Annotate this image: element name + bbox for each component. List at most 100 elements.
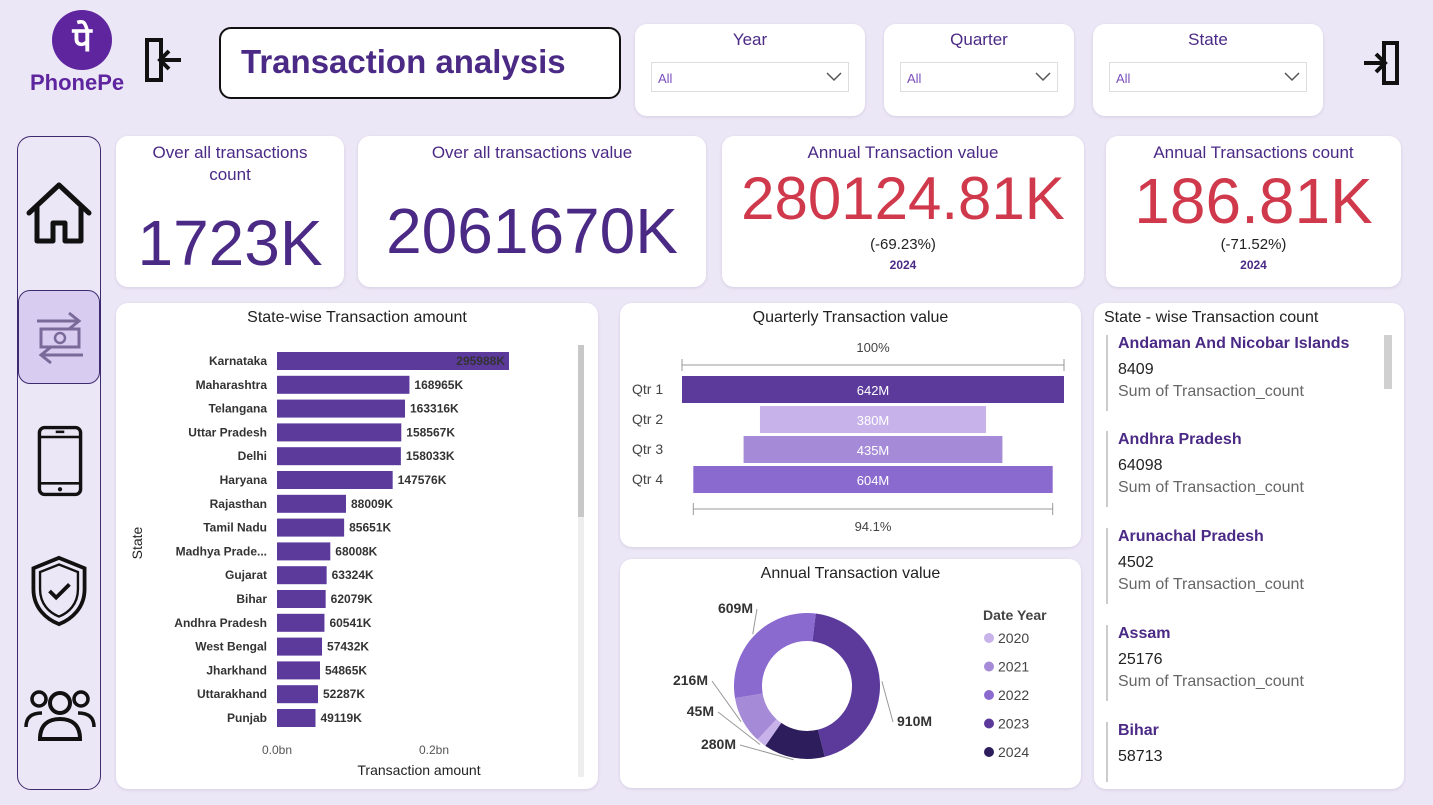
bar-data-label: 295988K bbox=[456, 354, 505, 368]
bar-data-label: 147576K bbox=[398, 473, 447, 487]
state-count-title: State - wise Transaction count bbox=[1104, 309, 1319, 326]
kpi-count-label-line1: Over all transactions bbox=[152, 143, 308, 162]
legend-marker bbox=[984, 633, 994, 643]
kpi-annual-value-year: 2024 bbox=[889, 258, 917, 272]
bar-category-label: Gujarat bbox=[225, 568, 267, 582]
bar bbox=[277, 375, 410, 394]
kpi-count-value: 1723K bbox=[137, 207, 323, 279]
users-icon[interactable] bbox=[24, 677, 96, 749]
donut-leader-line bbox=[711, 680, 742, 722]
list-item-state: Bihar bbox=[1118, 722, 1159, 739]
bar-category-label: Delhi bbox=[238, 449, 267, 463]
bar-data-label: 62079K bbox=[331, 592, 373, 606]
list-item-value: 8409 bbox=[1118, 361, 1154, 378]
funnel-category-label: Qtr 2 bbox=[632, 411, 663, 427]
donut-slice bbox=[812, 613, 880, 757]
funnel-category-label: Qtr 3 bbox=[632, 441, 663, 457]
quarter-select-value: All bbox=[907, 71, 922, 86]
state-select-value: All bbox=[1116, 71, 1131, 86]
list-item-value: 58713 bbox=[1118, 748, 1163, 765]
donut-data-label: 45M bbox=[687, 703, 714, 719]
kpi-value-label: Over all transactions value bbox=[431, 143, 633, 162]
kpi-annual-value-value: 280124.81K bbox=[741, 165, 1065, 232]
shield-icon[interactable] bbox=[28, 555, 90, 627]
scrollbar-thumb[interactable] bbox=[578, 345, 584, 517]
funnel-data-label: 380M bbox=[857, 413, 890, 428]
donut-leader-line bbox=[752, 608, 758, 635]
phone-icon[interactable] bbox=[31, 425, 89, 497]
year-select-value: All bbox=[658, 71, 673, 86]
bar bbox=[277, 637, 323, 656]
funnel-bottom-percent: 94.1% bbox=[855, 519, 892, 534]
donut-slice bbox=[735, 693, 777, 740]
funnel-bar bbox=[743, 436, 1003, 463]
funnel-data-label: 435M bbox=[857, 443, 890, 458]
bar-category-label: Punjab bbox=[227, 711, 267, 725]
x-tick-label: 0.0bn bbox=[262, 743, 292, 757]
bar bbox=[277, 590, 326, 608]
back-icon[interactable] bbox=[145, 38, 183, 82]
list-item[interactable]: Andhra Pradesh 64098 Sum of Transaction_… bbox=[1106, 431, 1388, 507]
list-item-measure: Sum of Transaction_count bbox=[1118, 479, 1304, 496]
kpi-overall-count: Over all transactions count 1723K bbox=[116, 136, 344, 287]
bar-category-label: Haryana bbox=[220, 473, 268, 487]
home-icon[interactable] bbox=[23, 177, 95, 249]
quarter-select[interactable]: All bbox=[900, 62, 1058, 92]
brand-name: PhonePe bbox=[30, 70, 125, 95]
donut-slice bbox=[734, 613, 816, 699]
list-item[interactable]: Arunachal Pradesh 4502 Sum of Transactio… bbox=[1106, 528, 1388, 604]
bar-category-label: Jharkhand bbox=[206, 663, 267, 677]
list-item-state: Assam bbox=[1118, 625, 1171, 642]
list-scrollbar[interactable] bbox=[1384, 335, 1392, 389]
list-item-measure: Sum of Transaction_count bbox=[1118, 673, 1304, 690]
list-item-state: Andhra Pradesh bbox=[1118, 431, 1242, 448]
next-page-icon[interactable] bbox=[1362, 40, 1400, 86]
donut-data-label: 216M bbox=[673, 672, 708, 688]
bar bbox=[277, 494, 346, 513]
bar bbox=[277, 352, 509, 370]
state-filter-label: State bbox=[1188, 30, 1228, 49]
legend-title: Date Year bbox=[983, 607, 1047, 623]
state-select[interactable]: All bbox=[1109, 62, 1307, 92]
page-title: Transaction analysis bbox=[241, 43, 566, 80]
state-bar-chart-card: State-wise Transaction amount Karnataka 2… bbox=[116, 303, 598, 789]
y-axis-title: State bbox=[129, 526, 145, 559]
list-item-value: 64098 bbox=[1118, 457, 1163, 474]
kpi-count-label-line2: count bbox=[209, 165, 251, 184]
chevron-down-icon bbox=[826, 72, 842, 82]
kpi-value-value: 2061670K bbox=[386, 195, 678, 267]
bar-data-label: 49119K bbox=[321, 711, 363, 725]
bar bbox=[277, 423, 402, 442]
page-title-box: Transaction analysis bbox=[219, 27, 621, 99]
legend-label: 2023 bbox=[998, 716, 1029, 732]
donut-leader-line bbox=[739, 744, 794, 761]
nav-item-transactions[interactable] bbox=[18, 290, 100, 384]
year-filter-label: Year bbox=[732, 30, 768, 49]
bar bbox=[277, 566, 327, 585]
list-item[interactable]: Bihar 58713 bbox=[1106, 722, 1388, 782]
list-item-measure: Sum of Transaction_count bbox=[1118, 576, 1304, 593]
funnel-bar bbox=[693, 466, 1053, 493]
bar-category-label: Uttar Pradesh bbox=[188, 425, 267, 439]
funnel-data-label: 604M bbox=[857, 473, 890, 488]
bar-data-label: 63324K bbox=[332, 568, 374, 582]
donut-leader-line bbox=[881, 681, 894, 723]
list-item[interactable]: Andaman And Nicobar Islands 8409 Sum of … bbox=[1106, 335, 1388, 411]
bar-category-label: Uttarakhand bbox=[197, 687, 267, 701]
bar-category-label: West Bengal bbox=[195, 640, 267, 654]
list-item-value: 25176 bbox=[1118, 651, 1163, 668]
bar-category-label: Andhra Pradesh bbox=[174, 616, 267, 630]
bar-data-label: 163316K bbox=[410, 402, 459, 416]
list-item-state: Arunachal Pradesh bbox=[1118, 528, 1264, 545]
quarterly-chart-card: Quarterly Transaction value 100% Qtr 1 642… bbox=[620, 303, 1081, 547]
phonepe-logo: पे bbox=[52, 10, 112, 70]
bar bbox=[277, 613, 325, 632]
funnel-category-label: Qtr 4 bbox=[632, 471, 663, 487]
legend-label: 2021 bbox=[998, 659, 1029, 675]
bar bbox=[277, 447, 401, 466]
bar bbox=[277, 709, 316, 727]
scrollbar-track[interactable] bbox=[578, 345, 584, 777]
list-item[interactable]: Assam 25176 Sum of Transaction_count bbox=[1106, 625, 1388, 701]
year-select[interactable]: All bbox=[651, 62, 849, 92]
legend-marker bbox=[984, 661, 994, 672]
